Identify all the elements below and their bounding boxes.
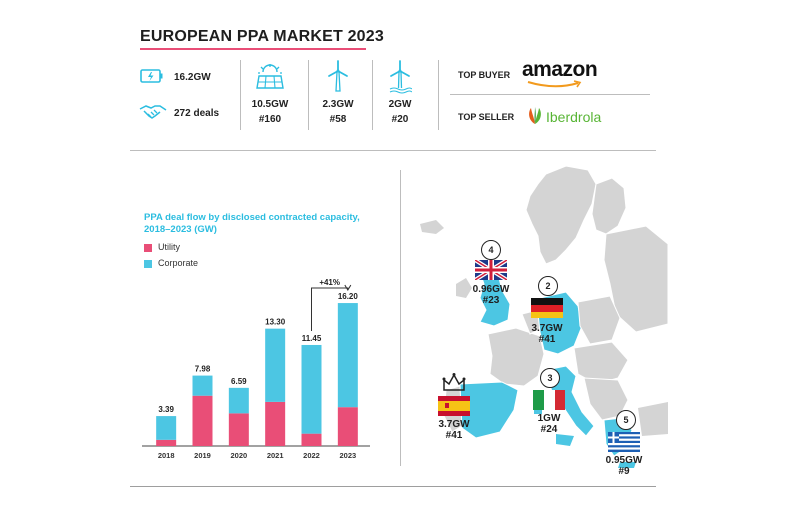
bar-total-label-2023: 16.20 [338, 292, 359, 301]
bar-chart: 3.39 2018 7.98 2019 6.59 2020 13.30 2021 11.45 20… [142, 278, 370, 460]
rank-badge-uk: 4 [481, 240, 501, 260]
germany-flag-icon [531, 298, 563, 318]
stats-divider [240, 60, 241, 130]
deal-count: 272 deals [174, 108, 220, 119]
footer-divider [130, 486, 656, 487]
offshore-deals: #20 [391, 114, 409, 125]
legend-swatch-corporate [144, 259, 152, 268]
uk-capacity: 0.96GW [472, 284, 510, 295]
legend-corporate: Corporate [144, 258, 198, 268]
solar-capacity: 10.5GW [251, 99, 289, 110]
top-buyer-label: TOP BUYER [458, 70, 511, 80]
bar-corporate-2023 [337, 303, 358, 408]
rank-badge-italy: 3 [540, 368, 560, 388]
infographic: EUROPEAN PPA MARKET 2023 16.2GW 272 deal… [130, 14, 670, 498]
bar-corporate-2021 [265, 328, 286, 402]
europe-map [420, 165, 669, 468]
x-tick-label-2023: 2023 [339, 451, 356, 460]
top-seller-label: TOP SELLER [458, 112, 515, 122]
italy-flag-icon [533, 390, 565, 410]
rank-badge-greece: 5 [616, 410, 636, 430]
amazon-logo: amazon [522, 58, 598, 88]
x-tick-label-2021: 2021 [267, 451, 284, 460]
onshore-capacity: 2.3GW [322, 99, 354, 110]
bar-utility-2019 [192, 395, 213, 446]
bar-total-label-2019: 7.98 [195, 365, 211, 374]
section-divider [130, 150, 656, 151]
stats-divider [372, 60, 373, 130]
iberdrola-logo: Iberdrola [546, 109, 602, 125]
iberdrola-leaf-icon [529, 107, 541, 124]
bar-corporate-2018 [156, 416, 177, 440]
bar-total-label-2018: 3.39 [158, 405, 174, 414]
solar-deals: #160 [258, 114, 282, 125]
chart-title: PPA deal flow by disclosed contracted ca… [144, 212, 360, 235]
germany-capacity: 3.7GW [531, 323, 563, 334]
legend-utility: Utility [144, 242, 180, 252]
solar-panel-icon [256, 64, 284, 89]
total-capacity: 16.2GW [174, 72, 211, 83]
bar-corporate-2022 [301, 344, 322, 434]
greece-capacity: 0.95GW [605, 455, 643, 466]
x-tick-label-2020: 2020 [230, 451, 247, 460]
bar-utility-2018 [156, 439, 177, 446]
onshore-deals: #58 [329, 114, 347, 125]
bar-total-label-2020: 6.59 [231, 377, 247, 386]
growth-arrowhead [344, 284, 352, 292]
italy-capacity: 1GW [537, 413, 561, 424]
page-title: EUROPEAN PPA MARKET 2023 [140, 28, 384, 45]
x-tick-label-2018: 2018 [158, 451, 175, 460]
x-tick-label-2022: 2022 [303, 451, 320, 460]
rank-badge-germany: 2 [538, 276, 558, 296]
wind-turbine-icon [328, 60, 348, 92]
greece-deals: #9 [618, 466, 630, 477]
offshore-capacity: 2GW [388, 99, 412, 110]
legend-swatch-utility [144, 243, 152, 252]
spain-deals: #41 [445, 430, 463, 441]
bar-corporate-2020 [228, 387, 249, 414]
growth-bracket [311, 287, 349, 331]
spain-capacity: 3.7GW [438, 419, 470, 430]
x-tick-label-2019: 2019 [194, 451, 211, 460]
bar-corporate-2019 [192, 375, 213, 396]
bar-utility-2021 [265, 401, 286, 446]
bar-total-label-2021: 13.30 [265, 318, 286, 327]
buyer-seller-divider [450, 94, 650, 95]
battery-icon [140, 69, 163, 83]
greece-flag-icon [608, 432, 640, 452]
bar-utility-2022 [301, 433, 322, 446]
offshore-wind-turbine-icon [389, 60, 412, 94]
crown-icon [442, 373, 466, 391]
chart-map-divider [400, 170, 401, 466]
bar-utility-2023 [337, 407, 358, 446]
uk-flag-icon [475, 260, 507, 280]
italy-deals: #24 [540, 424, 558, 435]
bar-utility-2020 [228, 413, 249, 446]
uk-deals: #23 [482, 295, 500, 306]
germany-deals: #41 [538, 334, 556, 345]
stats-divider [308, 60, 309, 130]
stats-divider [438, 60, 439, 130]
bar-total-label-2022: 11.45 [302, 334, 322, 343]
growth-annotation: +41% [319, 278, 340, 287]
title-underline [140, 48, 366, 50]
handshake-icon [139, 105, 167, 119]
spain-flag-icon [438, 396, 470, 416]
